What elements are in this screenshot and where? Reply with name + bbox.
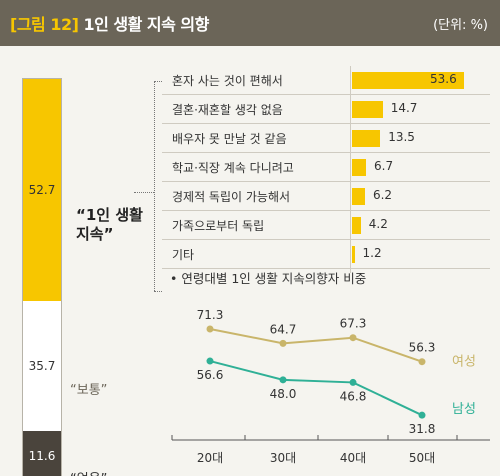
reason-label: 기타 [172,248,195,262]
x-tick-label: 40대 [340,451,366,465]
reason-value: 13.5 [388,130,415,144]
connector-line [134,192,154,193]
reason-bar [352,72,464,89]
segment-continue-value: 52.7 [28,183,56,197]
series-name-female: 여성 [452,355,476,370]
figure-title-text: 1인 생활 지속 의향 [83,15,209,34]
segment-continue: 52.7 [23,79,61,301]
unit-label: (단위: %) [433,18,488,33]
reason-label: 학교·직장 계속 다니려고 [172,161,294,175]
series-line-male [209,360,423,417]
data-label: 31.8 [409,422,436,436]
reason-value: 4.2 [368,217,388,231]
data-label: 46.8 [340,389,367,403]
x-tick-label: 50대 [409,451,435,465]
data-point [279,339,287,347]
data-label: 48.0 [270,387,297,401]
reason-value: 6.2 [372,188,393,202]
reason-label: 경제적 독립이 가능해서 [172,190,291,204]
reason-bar [352,130,381,147]
intention-stacked-column: 52.7 35.7 11.6 [22,78,62,476]
line-chart-title-text: 연령대별 1인 생활 지속의향자 비중 [181,271,367,286]
data-label: 67.3 [340,317,367,331]
reason-bar [352,159,366,176]
x-tick-label: 30대 [270,451,296,465]
chart-panel: 52.7 35.7 11.6 “1인 생활 지속” “보통” “없음” 혼자 사… [0,46,500,476]
reason-row: 배우자 못 만날 것 같음 13.5 [162,124,490,153]
connector-top [154,81,162,82]
reason-label: 결혼·재혼할 생각 없음 [172,103,283,117]
reason-row: 혼자 사는 것이 편해서 53.6 [162,66,490,95]
reason-row: 결혼·재혼할 생각 없음 14.7 [162,95,490,124]
reason-value: 1.2 [362,246,382,260]
connector-bottom [154,291,162,292]
data-label: 56.6 [197,368,224,382]
data-point [206,325,214,333]
line-chart-title: • 연령대별 1인 생활 지속의향자 비중 [170,268,366,287]
segment-normal-label: “보통” [70,383,108,398]
data-point [279,376,287,384]
data-point [349,378,357,386]
reason-value: 6.7 [374,159,394,173]
connector-vertical [154,81,155,291]
reason-bar [352,217,361,234]
reason-axis-divider [350,66,351,273]
series-name-male: 남성 [452,402,476,417]
segment-continue-label: “1인 생활 지속” [76,206,156,244]
segment-continue-label-text: “1인 생활 지속” [76,206,143,243]
reason-row: 경제적 독립이 가능해서 6.2 [162,182,490,211]
data-label: 71.3 [197,308,224,322]
reason-bar [352,246,355,263]
reason-row: 가족으로부터 독립 4.2 [162,211,490,240]
data-point [418,411,426,419]
reason-value: 14.7 [390,101,418,115]
bullet-icon: • [170,271,178,286]
segment-no-label: “없음” [70,468,107,476]
reason-label: 배우자 못 만날 것 같음 [172,132,287,146]
segment-normal-value: 35.7 [28,359,56,373]
series-line-female [209,328,423,363]
figure-header: [그림 12] 1인 생활 지속 의향 (단위: %) [0,0,500,46]
data-point [418,358,426,366]
figure-label: [그림 12] [10,15,79,34]
age-line-chart: 20대 30대 40대 50대 71.3 64.7 67.3 56.3 여성 56.6 48.0 46… [171,308,490,465]
segment-no: 11.6 [23,431,61,476]
reason-bar [352,188,365,205]
reason-value: 53.6 [430,72,457,86]
reason-label: 혼자 사는 것이 편해서 [172,74,283,88]
reason-row: 학교·직장 계속 다니려고 6.7 [162,153,490,182]
reason-label: 가족으로부터 독립 [172,219,265,233]
figure-title: [그림 12] 1인 생활 지속 의향 [10,11,209,35]
segment-normal: 35.7 [23,301,61,431]
data-label: 56.3 [409,341,436,355]
reason-row: 기타 1.2 [162,240,490,269]
x-tick-label: 20대 [197,451,223,465]
data-point [206,357,214,365]
segment-no-value: 11.6 [28,448,56,463]
reason-bar-list: 혼자 사는 것이 편해서 53.6 결혼·재혼할 생각 없음 14.7 배우자 못 만날… [162,66,490,269]
data-point [349,334,357,342]
data-label: 64.7 [270,322,297,336]
reason-bar [352,101,383,118]
